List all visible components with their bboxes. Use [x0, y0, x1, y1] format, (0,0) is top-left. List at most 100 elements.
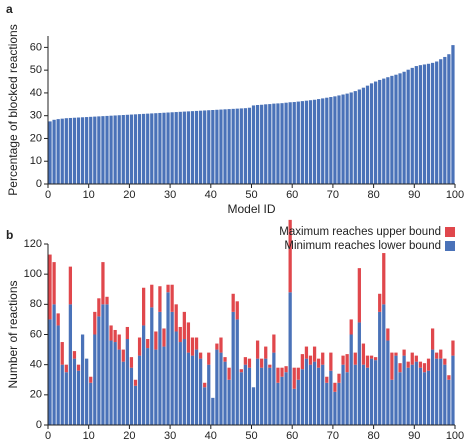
bar-segment: [109, 325, 113, 341]
bar: [374, 81, 378, 184]
bar-segment: [207, 364, 211, 425]
bar-segment: [109, 340, 113, 425]
bar-segment: [333, 382, 337, 392]
bar: [150, 113, 154, 184]
bar-segment: [451, 355, 455, 425]
bar: [341, 94, 345, 184]
x-tick-label: 70: [327, 430, 339, 442]
bar-segment: [52, 262, 56, 305]
bar: [146, 113, 150, 184]
bar-segment: [137, 355, 142, 425]
bar-segment: [418, 361, 423, 368]
bar: [154, 113, 158, 184]
bar-segment: [190, 355, 195, 425]
bar-segment: [154, 331, 158, 350]
y-tick-label: 50: [30, 64, 42, 76]
bar: [121, 115, 125, 184]
bar-segment: [410, 352, 414, 365]
x-tick-label: 40: [205, 430, 217, 442]
bar: [64, 118, 68, 184]
bar-segment: [390, 352, 394, 380]
bar-segment: [300, 354, 304, 370]
bar-segment: [321, 352, 325, 365]
bar-segment: [64, 364, 68, 373]
bar-segment: [439, 358, 443, 425]
bar-segment: [72, 351, 77, 359]
x-tick-label: 20: [123, 189, 135, 201]
bar: [426, 63, 431, 185]
bar-segment: [219, 352, 223, 425]
x-tick-label: 60: [286, 430, 298, 442]
bar: [353, 91, 357, 184]
bar: [382, 78, 386, 184]
bar: [178, 111, 182, 184]
bar-segment: [357, 322, 361, 425]
bar-segment: [304, 358, 309, 425]
bar-segment: [422, 372, 427, 425]
panel-label: b: [6, 228, 13, 242]
bar-segment: [64, 372, 68, 425]
bar: [182, 111, 186, 184]
bar: [72, 117, 77, 184]
bar-segment: [56, 325, 60, 425]
bar-segment: [142, 325, 146, 425]
bar-segment: [231, 293, 235, 312]
bar-segment: [227, 379, 231, 425]
bar-segment: [215, 349, 219, 425]
legend-label: Maximum reaches upper bound: [279, 226, 441, 238]
bar-segment: [394, 352, 398, 356]
bar: [394, 74, 398, 184]
bar-segment: [418, 367, 423, 425]
bar: [80, 117, 85, 184]
y-tick-label: 120: [24, 238, 42, 250]
bar-segment: [174, 331, 178, 425]
bar-segment: [406, 367, 410, 425]
bar-segment: [451, 340, 455, 356]
bar: [260, 104, 264, 184]
bar-segment: [361, 364, 366, 425]
bar-segment: [272, 352, 276, 425]
bar-segment: [378, 293, 382, 312]
bar-segment: [422, 363, 427, 373]
bar-segment: [402, 349, 406, 356]
bar-segment: [158, 311, 162, 425]
bar-segment: [101, 304, 105, 425]
bar-segment: [394, 355, 398, 425]
bar: [60, 118, 64, 184]
bar-segment: [430, 349, 435, 425]
bar: [414, 66, 418, 184]
bar-segment: [137, 337, 142, 356]
bar-segment: [369, 358, 374, 425]
bar-segment: [251, 387, 256, 425]
bar-segment: [308, 355, 313, 365]
bar-segment: [105, 304, 109, 425]
bar-segment: [374, 357, 378, 361]
bar: [52, 119, 56, 184]
bar-segment: [219, 337, 223, 353]
bar-segment: [97, 298, 101, 317]
bar: [410, 67, 414, 184]
bar-segment: [48, 319, 52, 425]
bar: [48, 121, 52, 184]
bar-segment: [378, 311, 382, 425]
bar-segment: [386, 340, 390, 425]
bar-segment: [243, 364, 248, 425]
bar: [422, 64, 427, 184]
bar-segment: [101, 262, 105, 305]
x-tick-label: 40: [205, 189, 217, 201]
bar-segment: [239, 372, 243, 425]
bar-segment: [129, 357, 134, 368]
y-axis-label: Percentage of blocked reactions: [6, 24, 20, 195]
bar-segment: [85, 358, 89, 425]
x-tick-label: 20: [123, 430, 135, 442]
bar: [243, 108, 248, 184]
bar: [211, 110, 215, 184]
legend-swatch: [445, 241, 455, 251]
y-tick-label: 80: [30, 298, 42, 310]
bar-segment: [361, 343, 366, 365]
bar: [113, 115, 117, 184]
bar: [158, 112, 162, 184]
x-tick-label: 100: [446, 430, 464, 442]
bar-segment: [194, 349, 199, 425]
bar: [125, 114, 129, 184]
